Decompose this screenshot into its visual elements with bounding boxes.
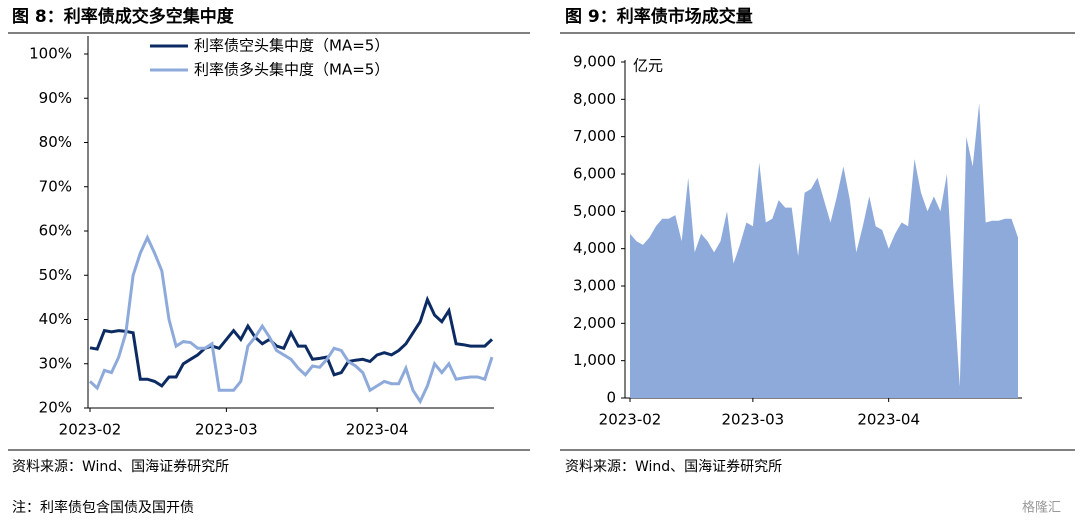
line-series (88, 234, 494, 405)
y-tick-label: 5,000 (573, 202, 616, 220)
x-tick-label: 2023-04 (346, 421, 409, 439)
x-tick-label: 2023-03 (722, 411, 785, 429)
line-series (89, 295, 494, 388)
x-tick-label: 2023-02 (599, 411, 662, 429)
y-tick-label: 30% (39, 354, 72, 372)
y-tick-label: 60% (39, 222, 72, 240)
y-tick-label: 3,000 (573, 277, 616, 295)
x-tick-label: 2023-03 (195, 421, 258, 439)
y-tick-label: 50% (39, 266, 72, 284)
y-tick-label: 90% (39, 89, 72, 107)
y-tick-label: 4,000 (573, 239, 616, 257)
legend-label: 利率债空头集中度（MA=5） (194, 37, 389, 55)
chart-title: 图 9：利率债市场成交量 (565, 6, 753, 27)
y-unit: 亿元 (633, 57, 663, 75)
x-tick-label: 2023-02 (59, 421, 122, 439)
chart-title: 图 8：利率债成交多空集中度 (12, 6, 235, 27)
y-tick-label: 40% (39, 310, 72, 328)
x-tick-label: 2023-04 (857, 411, 920, 429)
source: 资料来源：Wind、国海证券研究所 (565, 459, 782, 475)
y-tick-label: 1,000 (573, 351, 616, 369)
y-tick-label: 70% (39, 177, 72, 195)
y-tick-label: 6,000 (573, 165, 616, 183)
y-tick-label: 7,000 (573, 127, 616, 145)
source: 资料来源：Wind、国海证券研究所 (12, 459, 229, 475)
y-tick-label: 2,000 (573, 314, 616, 332)
y-tick-label: 0 (606, 389, 616, 407)
y-tick-label: 80% (39, 133, 72, 151)
watermark: 格隆汇 (1022, 500, 1061, 516)
y-tick-label: 8,000 (573, 90, 616, 108)
area-series (630, 103, 1018, 398)
y-tick-label: 20% (39, 399, 72, 417)
footnote: 注：利率债包含国债及国开债 (12, 499, 194, 516)
y-tick-label: 100% (29, 45, 72, 63)
y-tick-label: 9,000 (573, 53, 616, 71)
legend-label: 利率债多头集中度（MA=5） (194, 61, 389, 79)
